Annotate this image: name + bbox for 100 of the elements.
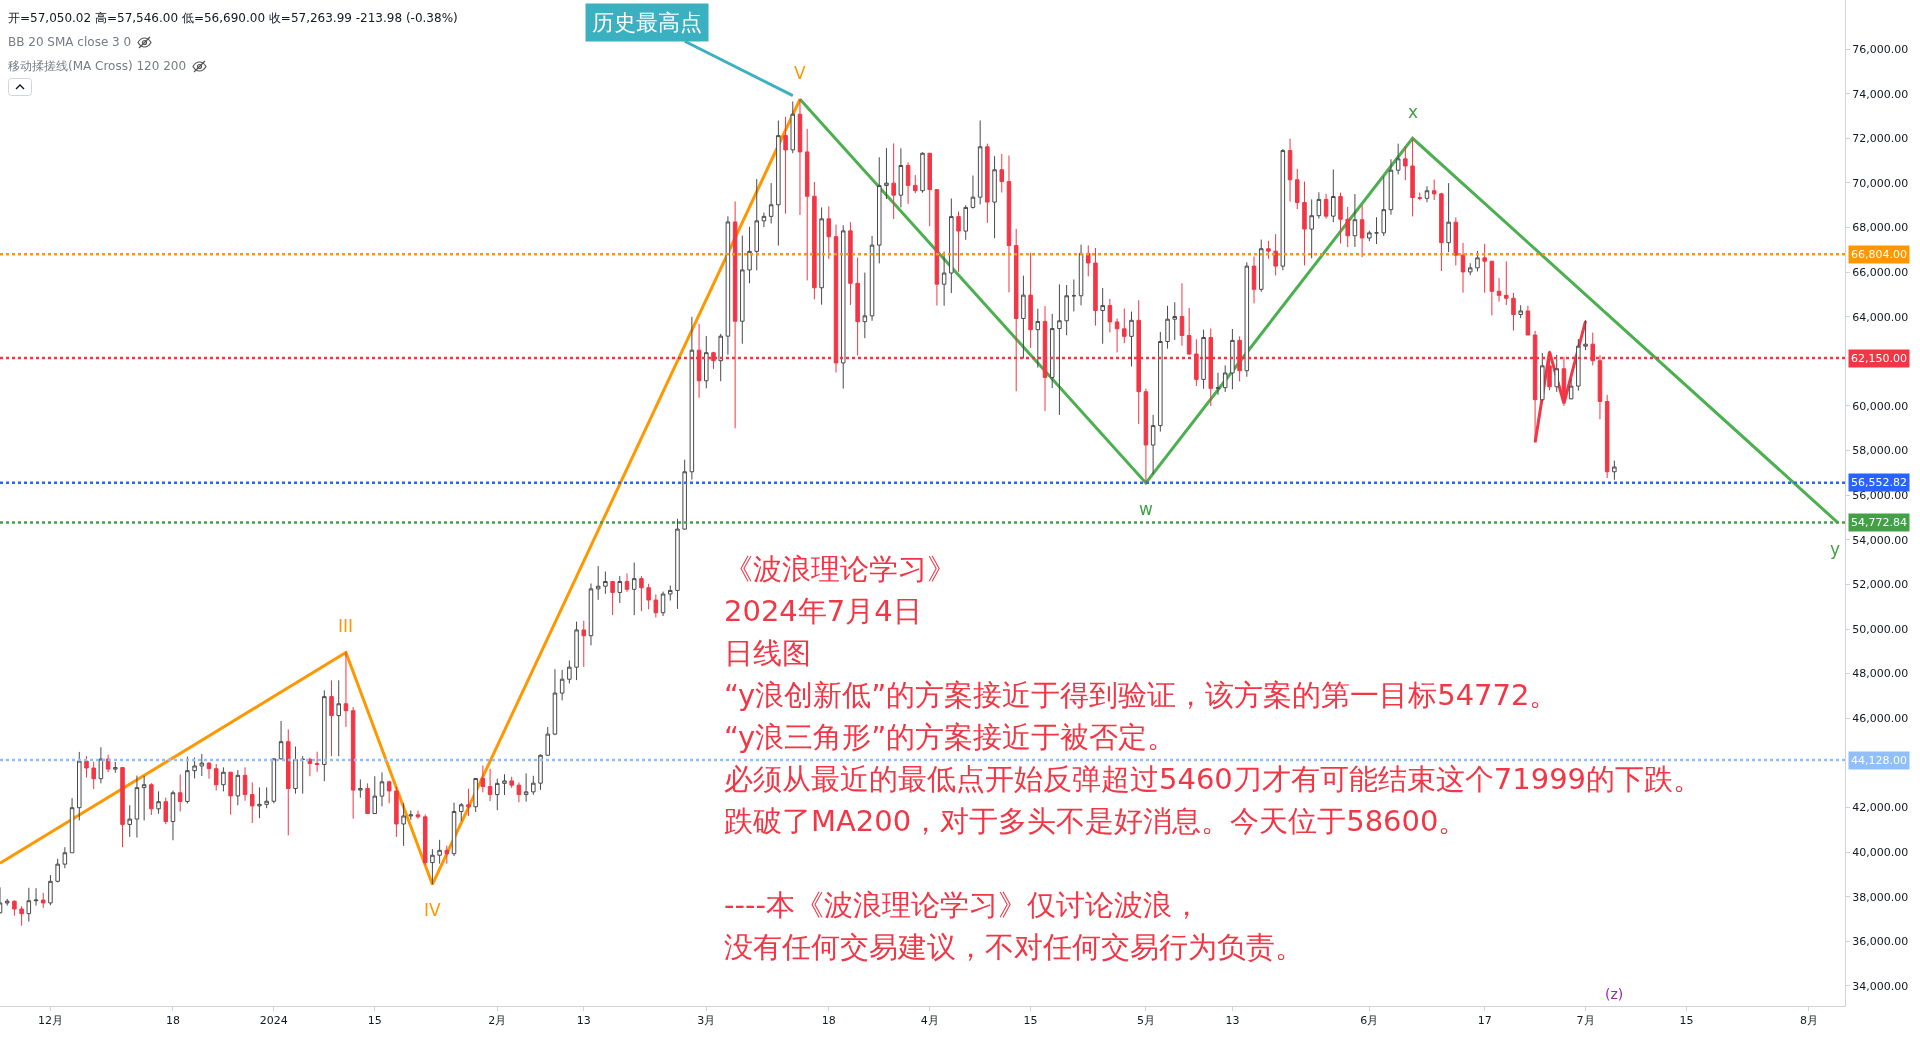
annotation: 开=57,050.02 高=57,546.00 低=56,690.00 收=57,263.99 -213.98 (-0.38%) bbox=[8, 11, 458, 25]
annotation: w bbox=[1139, 499, 1153, 519]
candlestick bbox=[156, 790, 161, 815]
candlestick bbox=[797, 98, 803, 216]
candlestick bbox=[1122, 307, 1127, 344]
y-tick-label: 36,000.00 bbox=[1852, 935, 1909, 949]
candlestick bbox=[1021, 275, 1026, 359]
annotation: 跌破了MA200，对于多头不是好消息。今天位于58600。 bbox=[724, 803, 1468, 840]
candlestick bbox=[790, 100, 796, 154]
candlestick bbox=[754, 178, 759, 271]
candlestick bbox=[12, 899, 17, 917]
candlestick bbox=[192, 757, 197, 779]
candlestick bbox=[386, 780, 392, 804]
candlestick bbox=[55, 858, 60, 883]
candlestick bbox=[170, 790, 176, 841]
candlestick bbox=[776, 119, 781, 247]
candlestick bbox=[905, 161, 911, 205]
candlestick bbox=[113, 761, 118, 774]
candlestick bbox=[451, 802, 457, 857]
candlestick bbox=[1287, 138, 1293, 203]
candlestick bbox=[235, 769, 241, 806]
x-tick-label: 3月 bbox=[697, 1014, 716, 1028]
candlestick bbox=[336, 679, 341, 757]
candlestick bbox=[1143, 388, 1149, 484]
candlestick bbox=[660, 591, 666, 617]
candlestick bbox=[329, 679, 334, 757]
candlestick bbox=[1374, 216, 1379, 245]
y-tick-label: 38,000.00 bbox=[1852, 890, 1909, 904]
candlestick bbox=[372, 775, 378, 815]
candlestick bbox=[271, 758, 277, 804]
candlestick bbox=[278, 720, 284, 761]
annotation: (z) bbox=[1605, 986, 1624, 1002]
candlestick bbox=[1352, 193, 1358, 248]
candlestick bbox=[1388, 158, 1394, 216]
candlestick bbox=[1230, 328, 1235, 390]
candlestick bbox=[1258, 239, 1264, 293]
candlestick bbox=[1395, 143, 1401, 175]
candlestick bbox=[1417, 192, 1423, 201]
candlestick bbox=[574, 621, 579, 681]
annotation: “y浪创新低”的方案接近于得到验证，该方案的第一目标54772。 bbox=[724, 677, 1559, 714]
candlestick bbox=[322, 689, 327, 782]
candlestick bbox=[538, 753, 543, 791]
y-tick-label: 42,000.00 bbox=[1852, 801, 1909, 815]
annotation: III bbox=[338, 616, 354, 636]
candlestick bbox=[415, 810, 421, 820]
candlestick bbox=[350, 706, 356, 820]
candlestick bbox=[1309, 198, 1314, 259]
candlestick bbox=[1518, 304, 1523, 319]
candlestick bbox=[502, 773, 507, 796]
candlestick bbox=[876, 156, 882, 264]
candlestick bbox=[985, 143, 990, 224]
candlestick bbox=[523, 772, 529, 803]
candlestick bbox=[689, 316, 695, 481]
candlestick bbox=[1367, 230, 1372, 242]
candlestick bbox=[1114, 318, 1120, 353]
candlestick bbox=[242, 766, 248, 802]
x-tick-label: 13 bbox=[1225, 1014, 1240, 1028]
candlestick bbox=[826, 205, 832, 260]
candlestick bbox=[19, 905, 24, 927]
candlestick bbox=[1424, 185, 1430, 203]
candlestick bbox=[177, 773, 183, 812]
candlestick bbox=[127, 804, 132, 838]
candlestick bbox=[365, 782, 370, 815]
candlestick bbox=[487, 768, 493, 802]
candlestick bbox=[617, 575, 623, 604]
candlestick bbox=[740, 235, 745, 345]
candlestick bbox=[1496, 277, 1502, 303]
candlestick bbox=[1071, 278, 1077, 312]
y-tick-label: 74,000.00 bbox=[1852, 87, 1909, 101]
candlestick bbox=[257, 786, 262, 819]
candlestick bbox=[458, 802, 464, 822]
candlestick bbox=[1100, 287, 1105, 345]
candlestick bbox=[1439, 192, 1444, 272]
candlestick bbox=[1604, 394, 1610, 479]
x-tick-label: 17 bbox=[1477, 1014, 1492, 1028]
candlestick bbox=[98, 746, 104, 784]
candlestick bbox=[1049, 313, 1055, 389]
candlestick bbox=[1331, 169, 1336, 223]
candlestick bbox=[1179, 282, 1185, 347]
x-tick-label: 7月 bbox=[1576, 1014, 1595, 1028]
candlestick bbox=[379, 771, 385, 807]
candlestick bbox=[631, 562, 637, 616]
candlestick bbox=[913, 174, 918, 194]
candlestick bbox=[120, 766, 125, 848]
annotation: 2024年7月4日 bbox=[724, 593, 922, 630]
candlestick bbox=[761, 212, 767, 228]
candlestick bbox=[1295, 168, 1300, 210]
candlestick bbox=[552, 668, 558, 736]
candlestick bbox=[1064, 284, 1069, 336]
candlestick bbox=[804, 128, 810, 281]
candlestick bbox=[1093, 247, 1098, 327]
candlestick bbox=[430, 848, 435, 885]
candlestick bbox=[401, 802, 406, 847]
candlestick bbox=[559, 669, 565, 701]
x-tick-label: 2月 bbox=[488, 1014, 507, 1028]
candlestick bbox=[62, 846, 68, 869]
candlestick bbox=[300, 755, 305, 795]
y-tick-label: 66,000.00 bbox=[1852, 265, 1909, 279]
candlestick bbox=[963, 204, 969, 241]
candlestick bbox=[1446, 182, 1451, 253]
